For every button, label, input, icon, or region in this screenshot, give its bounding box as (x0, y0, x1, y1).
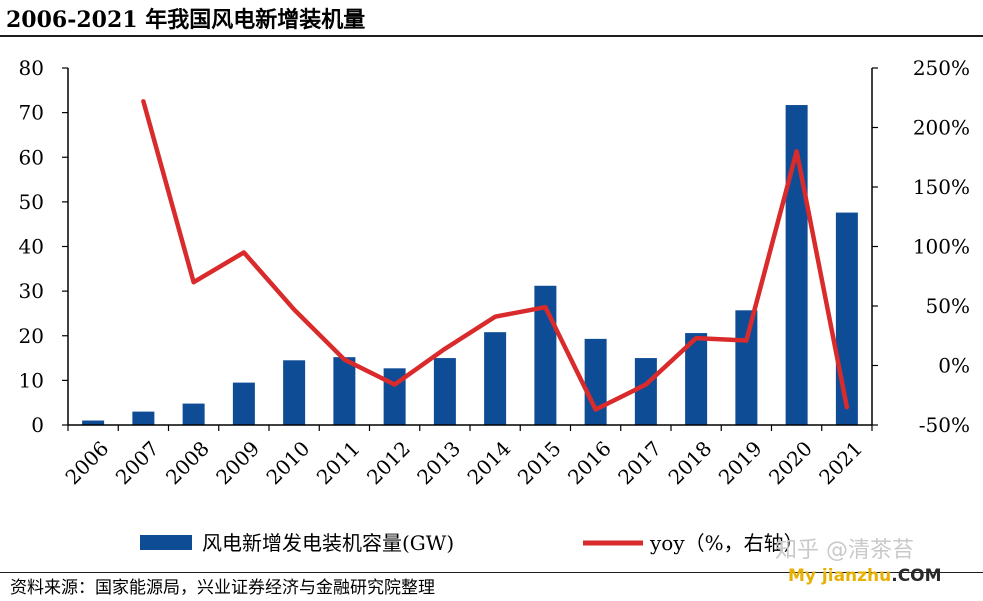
yoy-point-2014 (493, 315, 497, 319)
legend-line-label: yoy（%，右轴） (649, 531, 804, 555)
y-right-tick-label: 250% (913, 56, 970, 80)
x-tick-label: 2020 (764, 436, 817, 489)
x-tick-label: 2018 (663, 436, 716, 489)
yoy-point-2012 (393, 383, 397, 387)
yoy-point-2021 (845, 405, 849, 409)
x-tick-label: 2007 (111, 436, 164, 489)
y-right-tick-label: -50% (919, 413, 970, 437)
y-right-tick-label: 100% (913, 235, 970, 259)
yoy-point-2017 (644, 383, 648, 387)
bar-2007 (132, 411, 155, 425)
yoy-point-2009 (242, 250, 246, 254)
source-note: 资料来源：国家能源局，兴业证券经济与金融研究院整理 (10, 578, 435, 598)
yoy-point-2008 (192, 280, 196, 284)
legend-bar-label: 风电新增发电装机容量(GW) (202, 531, 454, 555)
legend: 风电新增发电装机容量(GW) yoy（%，右轴） (140, 531, 804, 555)
watermark-site-suffix: .COM (891, 566, 942, 586)
watermark-site-name: My jianzhu (788, 566, 892, 586)
bar-2021 (835, 212, 858, 425)
chart-title: 2006-2021 年我国风电新增装机量 (6, 7, 366, 33)
y-left-tick-label: 40 (19, 235, 44, 259)
legend-bar-swatch (140, 535, 192, 550)
y-right-tick-label: 0% (938, 354, 970, 378)
yoy-point-2013 (443, 347, 447, 351)
yoy-point-2016 (594, 408, 598, 412)
bar-2010 (283, 360, 306, 425)
y-right-tick-label: 200% (913, 116, 970, 140)
y-right-tick-label: 50% (926, 294, 970, 318)
y-left-tick-label: 30 (19, 279, 44, 303)
x-tick-label: 2010 (261, 436, 314, 489)
bar-2008 (182, 403, 205, 425)
yoy-point-2015 (543, 305, 547, 309)
y-left-tick-label: 20 (19, 324, 44, 348)
x-tick-label: 2019 (714, 436, 767, 489)
bar-2019 (735, 310, 758, 425)
y-left-tick-label: 10 (19, 368, 44, 392)
watermark-site: My jianzhu.COM (788, 566, 942, 586)
x-tick-label: 2017 (613, 436, 666, 489)
x-tick-label: 2015 (513, 436, 566, 489)
x-tick-label: 2008 (161, 436, 214, 489)
yoy-point-2019 (744, 339, 748, 343)
y-left-tick-label: 70 (19, 101, 44, 125)
y-left-tick-label: 60 (19, 145, 44, 169)
yoy-point-2007 (141, 99, 145, 103)
y-left-tick-label: 50 (19, 190, 44, 214)
x-tick-label: 2006 (60, 436, 113, 489)
x-tick-label: 2009 (211, 436, 264, 489)
title-divider (0, 35, 983, 37)
bar-2017 (634, 358, 657, 425)
bar-2006 (82, 420, 105, 425)
x-tick-label: 2014 (462, 436, 515, 489)
source-divider (0, 572, 983, 573)
bar-2011 (333, 357, 356, 425)
bar-2018 (685, 333, 708, 425)
x-tick-label: 2013 (412, 436, 465, 489)
bar-2009 (232, 382, 255, 425)
yoy-point-2018 (694, 336, 698, 340)
y-left-tick-label: 0 (31, 413, 44, 437)
x-tick-label: 2011 (312, 436, 365, 489)
yoy-point-2010 (292, 308, 296, 312)
x-tick-label: 2012 (362, 436, 415, 489)
y-left-tick-label: 80 (19, 56, 44, 80)
x-tick-label: 2016 (563, 436, 616, 489)
bar-2013 (433, 358, 456, 425)
x-tick-label: 2021 (814, 436, 867, 489)
y-right-tick-label: 150% (913, 175, 970, 199)
watermark-zhihu: 知乎 @清茶苔 (775, 538, 914, 563)
yoy-point-2020 (795, 149, 799, 153)
bar-2014 (484, 332, 507, 425)
bar-2016 (584, 338, 607, 425)
yoy-point-2011 (342, 358, 346, 362)
